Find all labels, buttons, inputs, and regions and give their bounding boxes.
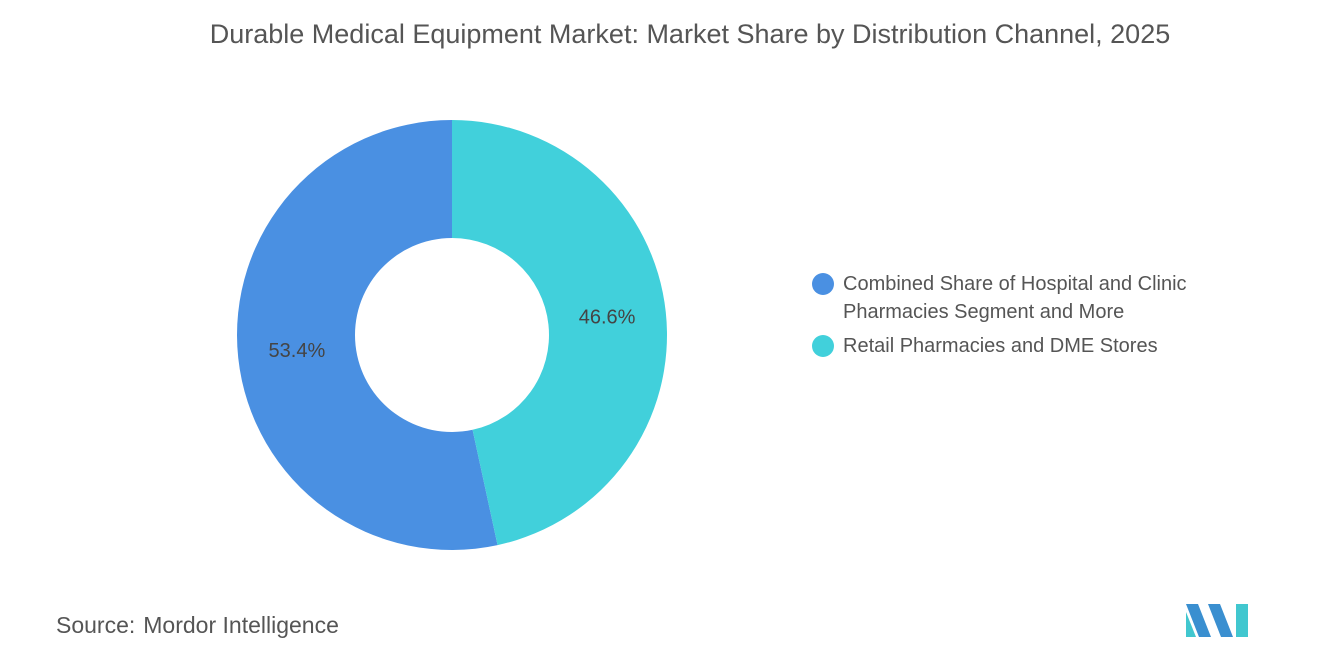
legend-item: Retail Pharmacies and DME Stores [812,332,1252,360]
legend-label: Retail Pharmacies and DME Stores [843,335,1158,357]
legend-label: Combined Share of Hospital and Clinic Ph… [843,273,1187,323]
data-label: 46.6% [579,307,636,329]
data-label: 53.4% [269,340,326,362]
legend-swatch [812,335,834,357]
legend-swatch [812,273,834,295]
slice [452,120,668,546]
source: Source: Mordor Intelligence [56,612,347,639]
legend-item: Combined Share of Hospital and Clinic Ph… [812,270,1252,326]
logo [1186,604,1248,637]
legend: Combined Share of Hospital and Clinic Ph… [812,270,1252,366]
slice [237,120,498,550]
source-text: Mordor Intelligence [143,612,339,638]
source-label: Source: [56,612,136,638]
chart-title: Durable Medical Equipment Market: Market… [209,19,1171,49]
